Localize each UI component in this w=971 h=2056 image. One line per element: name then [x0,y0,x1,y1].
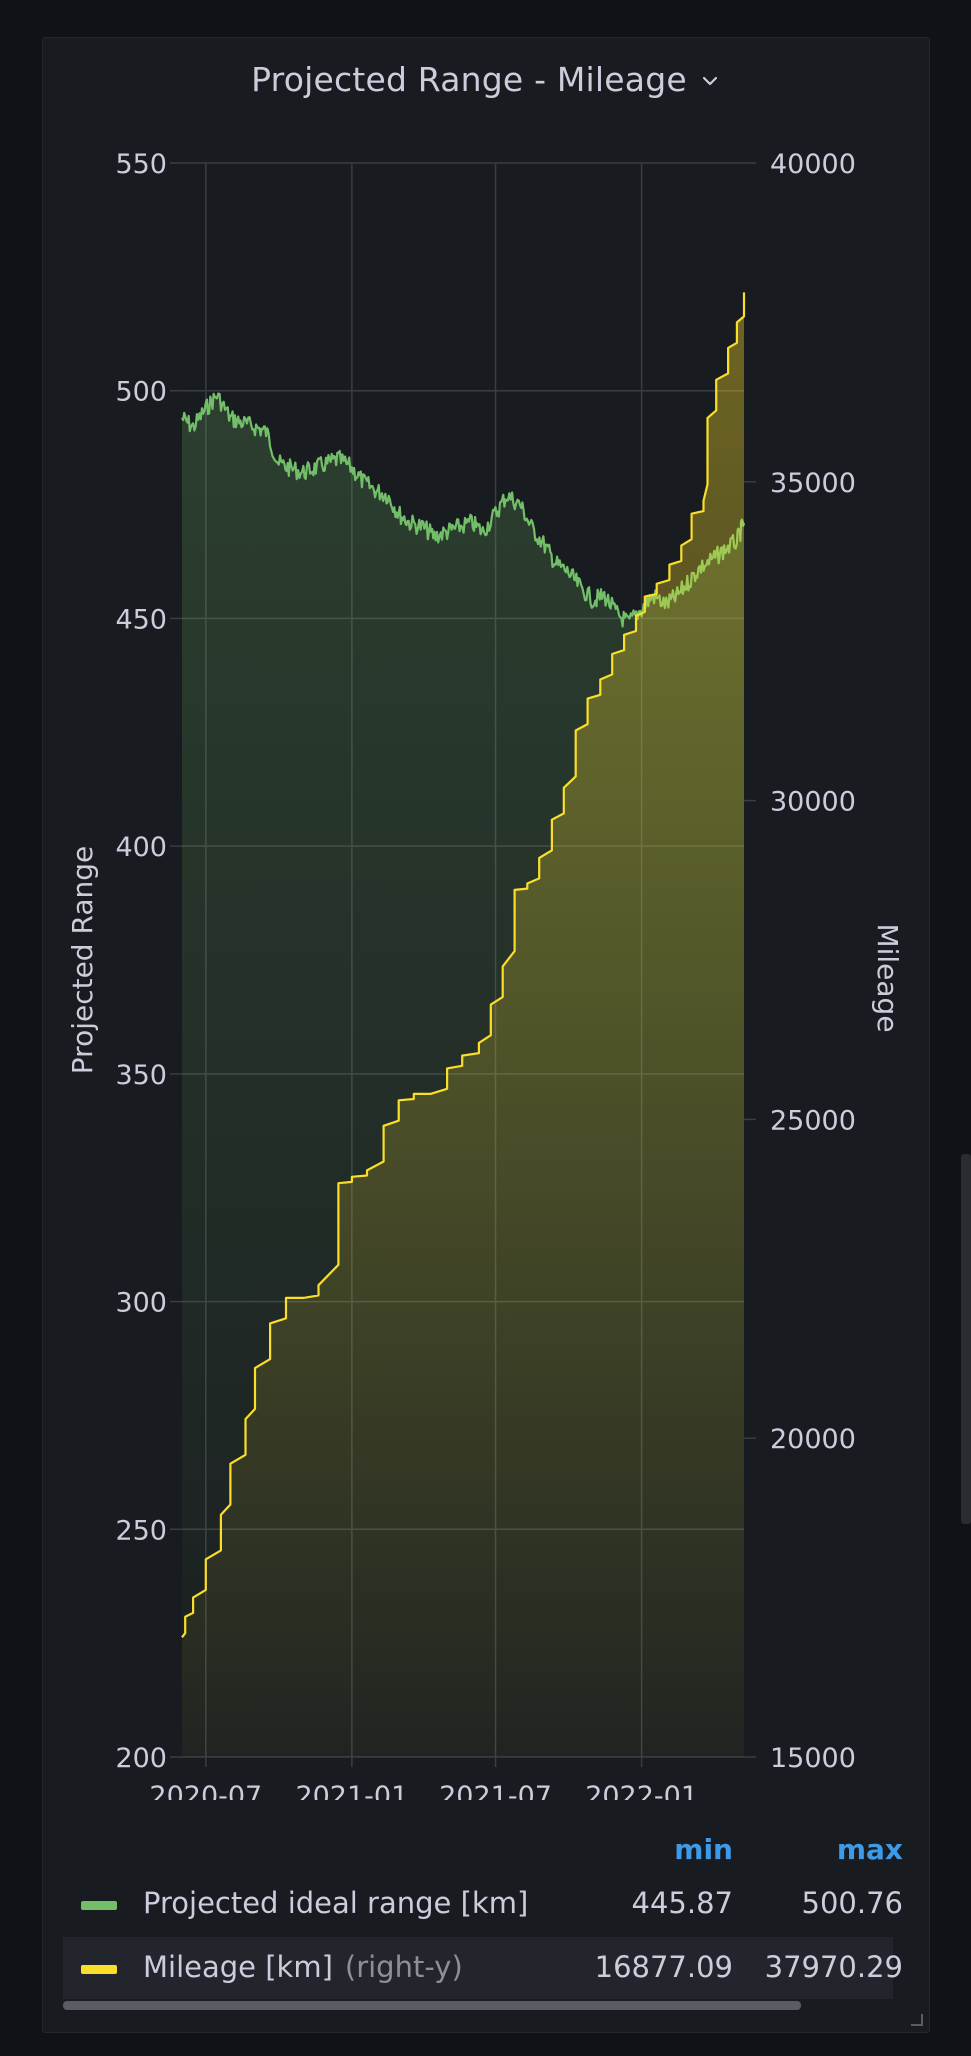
y-left-tick-label: 200 [115,1743,167,1774]
legend-value-max: 500.76 [801,1886,903,1920]
legend-row-mileage[interactable]: Mileage [km] (right-y) 16877.09 37970.29 … [63,1937,903,1999]
chevron-down-icon[interactable] [699,70,721,92]
y-left-tick-label: 250 [115,1515,167,1546]
legend-series-name[interactable]: Projected ideal range [km] [143,1886,529,1920]
chart-legend: min max Projected ideal range [km] 445.8… [63,1833,915,2003]
y-left-tick-label: 300 [115,1288,167,1319]
legend-horizontal-scrollbar[interactable] [63,2001,801,2010]
y-left-tick-label: 500 [115,377,167,408]
series-color-swatch[interactable] [81,1901,117,1910]
legend-series-label[interactable]: Mileage [km] [143,1950,333,1984]
y-left-tick-label: 450 [115,604,167,635]
x-tick-label: 2020-07 [149,1781,262,1800]
page-vertical-scrollbar[interactable] [961,1154,971,1524]
series-mileage-line[interactable] [181,292,746,1638]
legend-series-axis-note: (right-y) [344,1950,463,1984]
y-right-tick-label: 20000 [770,1424,856,1455]
y-left-tick-label: 350 [115,1060,167,1091]
y-left-tick-label: 400 [115,832,167,863]
y-right-tick-label: 15000 [770,1743,856,1774]
legend-value-min: 445.87 [631,1886,733,1920]
x-tick-label: 2021-01 [295,1781,408,1800]
y-right-tick-label: 40000 [770,149,856,180]
series-mileage-area [182,292,744,1757]
y-left-axis-label: Projected Range [66,846,99,1074]
chart-plot: 200 250 300 350 400 450 500 550 15000 20000 25000 3… [66,149,904,1800]
y-left-tick-label: 550 [115,149,167,180]
legend-value-max: 37970.29 [764,1950,903,1984]
legend-row-range[interactable]: Projected ideal range [km] 445.87 500.76 [63,1873,903,1935]
panel-resize-handle[interactable] [911,2014,923,2026]
y-right-tick-label: 30000 [770,787,856,818]
legend-series-name[interactable]: Mileage [km] (right-y) [143,1950,463,1984]
panel-title[interactable]: Projected Range - Mileage [251,59,687,99]
legend-header-min[interactable]: min [674,1833,733,1866]
panel-header[interactable]: Projected Range - Mileage [43,54,929,104]
x-tick-label: 2021-07 [439,1781,552,1800]
legend-header-max[interactable]: max [836,1833,903,1866]
series-color-swatch[interactable] [81,1965,117,1974]
legend-value-min: 16877.09 [594,1950,733,1984]
y-right-tick-label: 35000 [770,468,856,499]
x-tick-label: 2022-01 [585,1781,698,1800]
y-right-tick-label: 25000 [770,1105,856,1136]
y-right-axis-label: Mileage [871,923,904,1032]
